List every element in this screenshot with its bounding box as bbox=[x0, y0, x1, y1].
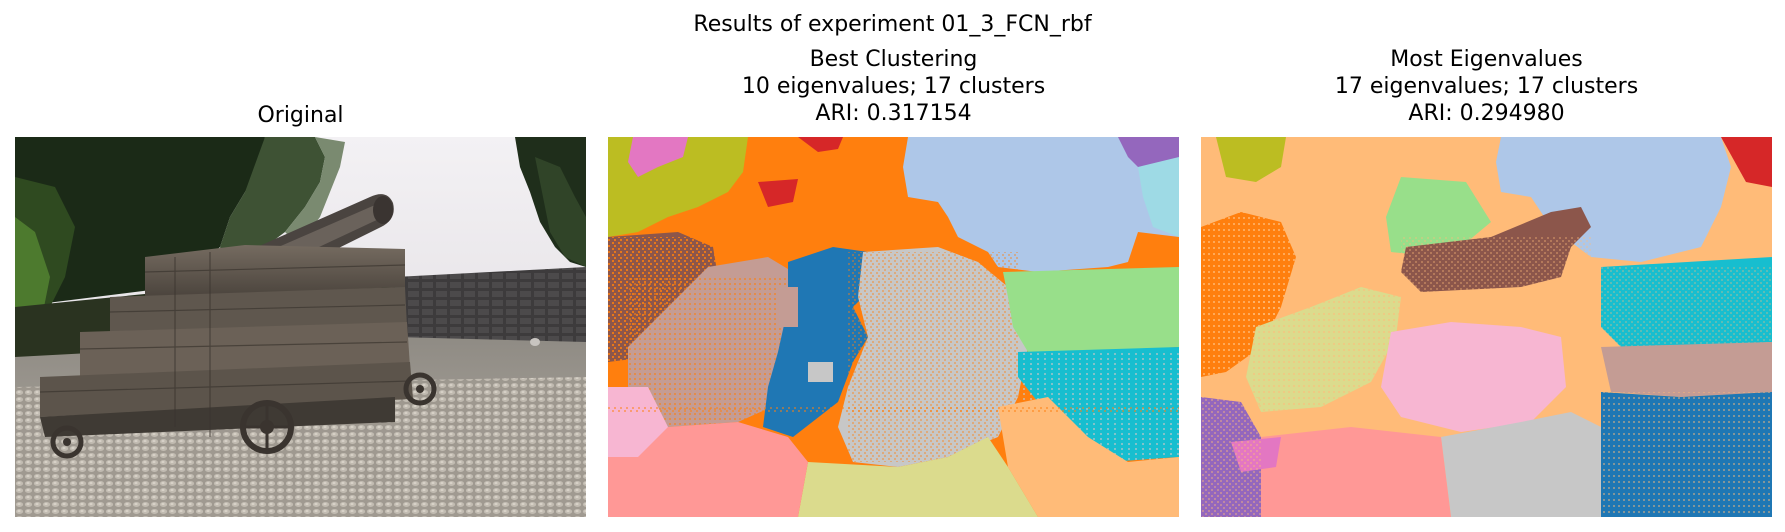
panel-original-title: Original bbox=[15, 102, 586, 129]
figure-suptitle: Results of experiment 01_3_FCN_rbf bbox=[693, 12, 1092, 37]
panel-most-eigenvalues-title: Most Eigenvalues 17 eigenvalues; 17 clus… bbox=[1201, 46, 1772, 127]
panel-best-clustering-title-line-1: Best Clustering bbox=[809, 47, 978, 72]
panel-most-eigenvalues-title-line-2: 17 eigenvalues; 17 clusters bbox=[1334, 74, 1639, 99]
panel-best-clustering-title-line-2: 10 eigenvalues; 17 clusters bbox=[741, 74, 1046, 99]
most-eigenvalues-segmentation bbox=[1201, 137, 1772, 517]
panel-best-clustering-title: Best Clustering 10 eigenvalues; 17 clust… bbox=[608, 46, 1179, 127]
panel-original-title-line-1: Original bbox=[257, 103, 344, 128]
panel-best-clustering-title-line-3: ARI: 0.317154 bbox=[815, 101, 972, 126]
panel-best-clustering: Best Clustering 10 eigenvalues; 17 clust… bbox=[608, 0, 1179, 532]
panel-most-eigenvalues: Most Eigenvalues 17 eigenvalues; 17 clus… bbox=[1201, 0, 1772, 532]
panel-most-eigenvalues-title-line-3: ARI: 0.294980 bbox=[1408, 101, 1565, 126]
best-clustering-segmentation bbox=[608, 137, 1179, 517]
panel-most-eigenvalues-title-line-1: Most Eigenvalues bbox=[1390, 47, 1583, 72]
original-photo bbox=[15, 137, 586, 517]
panel-original: Original bbox=[15, 0, 586, 532]
